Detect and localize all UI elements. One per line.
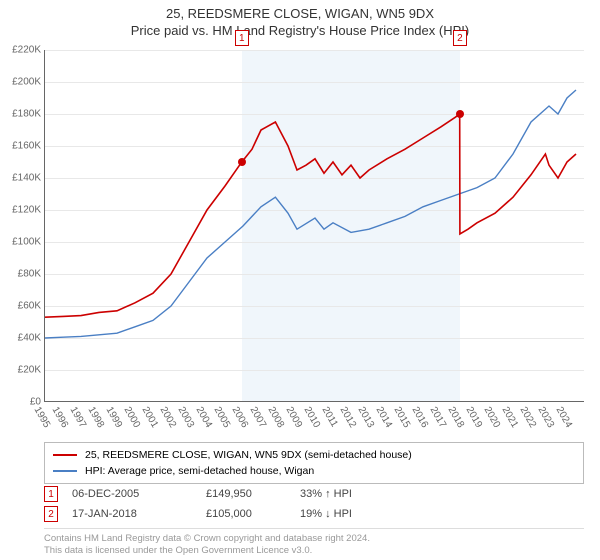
x-tick-label: 2024 xyxy=(553,405,574,430)
sale-price: £105,000 xyxy=(206,508,286,520)
x-tick-label: 2017 xyxy=(427,405,448,430)
sale-date: 06-DEC-2005 xyxy=(72,488,192,500)
y-tick-label: £140K xyxy=(12,173,41,184)
x-tick-label: 2009 xyxy=(283,405,304,430)
footer-line2: This data is licensed under the Open Gov… xyxy=(44,545,584,557)
chart-container: 25, REEDSMERE CLOSE, WIGAN, WN5 9DX Pric… xyxy=(0,0,600,560)
sale-date: 17-JAN-2018 xyxy=(72,508,192,520)
legend-row-hpi: HPI: Average price, semi-detached house,… xyxy=(53,463,575,479)
y-tick-label: £200K xyxy=(12,77,41,88)
y-tick-label: £160K xyxy=(12,141,41,152)
x-tick-label: 1997 xyxy=(67,405,88,430)
legend-row-property: 25, REEDSMERE CLOSE, WIGAN, WN5 9DX (sem… xyxy=(53,447,575,463)
sale-marker-box: 1 xyxy=(44,486,58,502)
x-tick-label: 2001 xyxy=(139,405,160,430)
footer-line1: Contains HM Land Registry data © Crown c… xyxy=(44,533,584,545)
sale-hpi-relative: 19% ↓ HPI xyxy=(300,508,390,520)
sale-marker-dot xyxy=(238,158,246,166)
legend-label-property: 25, REEDSMERE CLOSE, WIGAN, WN5 9DX (sem… xyxy=(85,447,412,463)
sale-marker-dot xyxy=(456,110,464,118)
y-tick-label: £20K xyxy=(18,365,41,376)
sales-table-row: 2 17-JAN-2018 £105,000 19% ↓ HPI xyxy=(44,504,584,524)
x-tick-label: 2011 xyxy=(319,405,339,429)
x-tick-label: 2019 xyxy=(463,405,484,430)
legend-label-hpi: HPI: Average price, semi-detached house,… xyxy=(85,463,314,479)
x-tick-label: 2008 xyxy=(265,405,286,430)
x-tick-label: 2021 xyxy=(499,405,520,430)
x-tick-label: 2015 xyxy=(391,405,412,430)
legend-swatch-hpi xyxy=(53,470,77,472)
x-tick-label: 2013 xyxy=(355,405,376,430)
x-tick-label: 1996 xyxy=(49,405,70,430)
x-tick-label: 2005 xyxy=(211,405,232,430)
x-tick-label: 2010 xyxy=(301,405,322,430)
y-tick-label: £40K xyxy=(18,333,41,344)
x-tick-label: 1995 xyxy=(31,405,52,430)
y-tick-label: £120K xyxy=(12,205,41,216)
legend-box: 25, REEDSMERE CLOSE, WIGAN, WN5 9DX (sem… xyxy=(44,442,584,484)
x-tick-label: 2023 xyxy=(535,405,556,430)
y-tick-label: £60K xyxy=(18,301,41,312)
x-tick-label: 1998 xyxy=(85,405,106,430)
x-tick-label: 2004 xyxy=(193,405,214,430)
y-tick-label: £180K xyxy=(12,109,41,120)
x-tick-label: 2007 xyxy=(247,405,268,430)
title-subtitle: Price paid vs. HM Land Registry's House … xyxy=(0,23,600,38)
x-tick-label: 2022 xyxy=(517,405,538,430)
sale-marker-box: 1 xyxy=(235,30,249,46)
x-tick-label: 2018 xyxy=(445,405,466,430)
footer-attribution: Contains HM Land Registry data © Crown c… xyxy=(44,528,584,557)
sale-hpi-relative: 33% ↑ HPI xyxy=(300,488,390,500)
x-tick-label: 2006 xyxy=(229,405,250,430)
x-tick-label: 2012 xyxy=(337,405,358,430)
title-address: 25, REEDSMERE CLOSE, WIGAN, WN5 9DX xyxy=(0,6,600,21)
y-tick-label: £100K xyxy=(12,237,41,248)
sale-marker-box: 2 xyxy=(453,30,467,46)
sales-table: 1 06-DEC-2005 £149,950 33% ↑ HPI 2 17-JAN-201… xyxy=(44,484,584,524)
x-tick-label: 2003 xyxy=(175,405,196,430)
sale-marker-box: 2 xyxy=(44,506,58,522)
x-tick-label: 2020 xyxy=(481,405,502,430)
title-block: 25, REEDSMERE CLOSE, WIGAN, WN5 9DX Pric… xyxy=(0,0,600,38)
x-tick-label: 2000 xyxy=(121,405,142,430)
x-tick-label: 1999 xyxy=(103,405,124,430)
sales-table-row: 1 06-DEC-2005 £149,950 33% ↑ HPI xyxy=(44,484,584,504)
legend-swatch-property xyxy=(53,454,77,456)
y-tick-label: £80K xyxy=(18,269,41,280)
x-tick-label: 2014 xyxy=(373,405,394,430)
sale-price: £149,950 xyxy=(206,488,286,500)
chart-lines-svg xyxy=(45,50,584,401)
chart-plot-area: £0£20K£40K£60K£80K£100K£120K£140K£160K£1… xyxy=(44,50,584,402)
y-tick-label: £220K xyxy=(12,45,41,56)
x-tick-label: 2002 xyxy=(157,405,178,430)
x-tick-label: 2016 xyxy=(409,405,430,430)
